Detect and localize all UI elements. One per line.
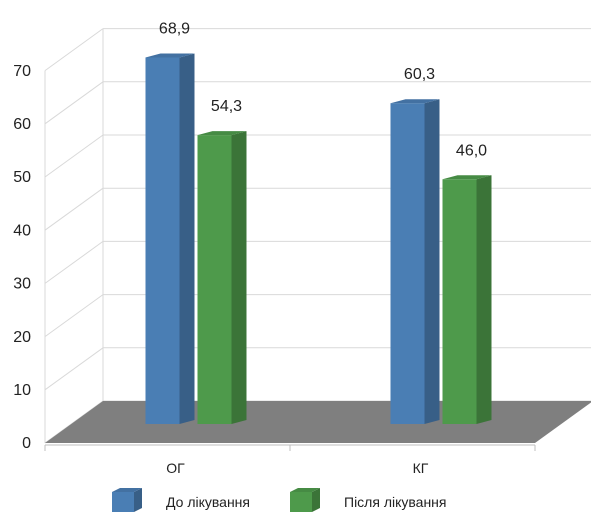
gridline-side [44,187,104,231]
gridline-side [44,28,104,72]
data-label: 68,9 [159,20,190,37]
legend: До лікування Після лікування [112,488,446,512]
gridline-side [44,347,104,391]
gridline-side [44,240,104,284]
x-axis [44,444,536,451]
y-axis: 0 10 20 30 40 50 60 70 [13,63,31,452]
data-label: 46,0 [456,142,487,159]
legend-item: До лікування [112,488,250,512]
bar-front [145,57,180,425]
bar-side [476,175,492,424]
legend-item: Після лікування [290,488,446,512]
legend-swatch [112,492,134,512]
legend-swatch [290,492,312,512]
y-tick-label: 20 [13,329,31,346]
category-label: КГ [413,460,429,476]
data-labels: 68,9 54,3 60,3 46,0 [159,20,487,159]
bar-top [145,53,195,58]
legend-swatch-side [312,488,320,512]
gridline-side [44,81,104,125]
legend-swatch-side [134,488,142,512]
bar-side [179,53,195,425]
bar [145,53,195,425]
bar [442,175,492,424]
chart-walls [44,28,104,443]
data-label: 54,3 [211,98,242,115]
bar [197,131,247,424]
bar-top [390,99,440,104]
data-label: 60,3 [404,66,435,83]
bar-side [231,131,247,424]
bar-front [197,135,232,424]
bar [390,99,440,424]
gridline-side [44,294,104,338]
bar-front [390,103,425,424]
y-tick-label: 30 [13,276,31,293]
y-tick-label: 40 [13,222,31,239]
y-tick-label: 10 [13,382,31,399]
category-label: ОГ [166,460,185,476]
bar-top [442,175,492,180]
gridlines [44,28,591,444]
bar-front [442,179,477,424]
gridline-side [44,134,104,178]
y-tick-label: 70 [13,63,31,80]
legend-label: Після лікування [344,494,446,510]
y-tick-label: 50 [13,169,31,186]
legend-swatch-top [112,488,142,492]
bar-side [424,99,440,424]
bar-top [197,131,247,136]
category-labels: ОГ КГ [166,460,429,476]
y-tick-label: 0 [22,435,31,452]
y-tick-label: 60 [13,116,31,133]
chart-floor [45,401,591,443]
bars [145,53,492,425]
legend-label: До лікування [166,494,250,510]
legend-swatch-top [290,488,320,492]
